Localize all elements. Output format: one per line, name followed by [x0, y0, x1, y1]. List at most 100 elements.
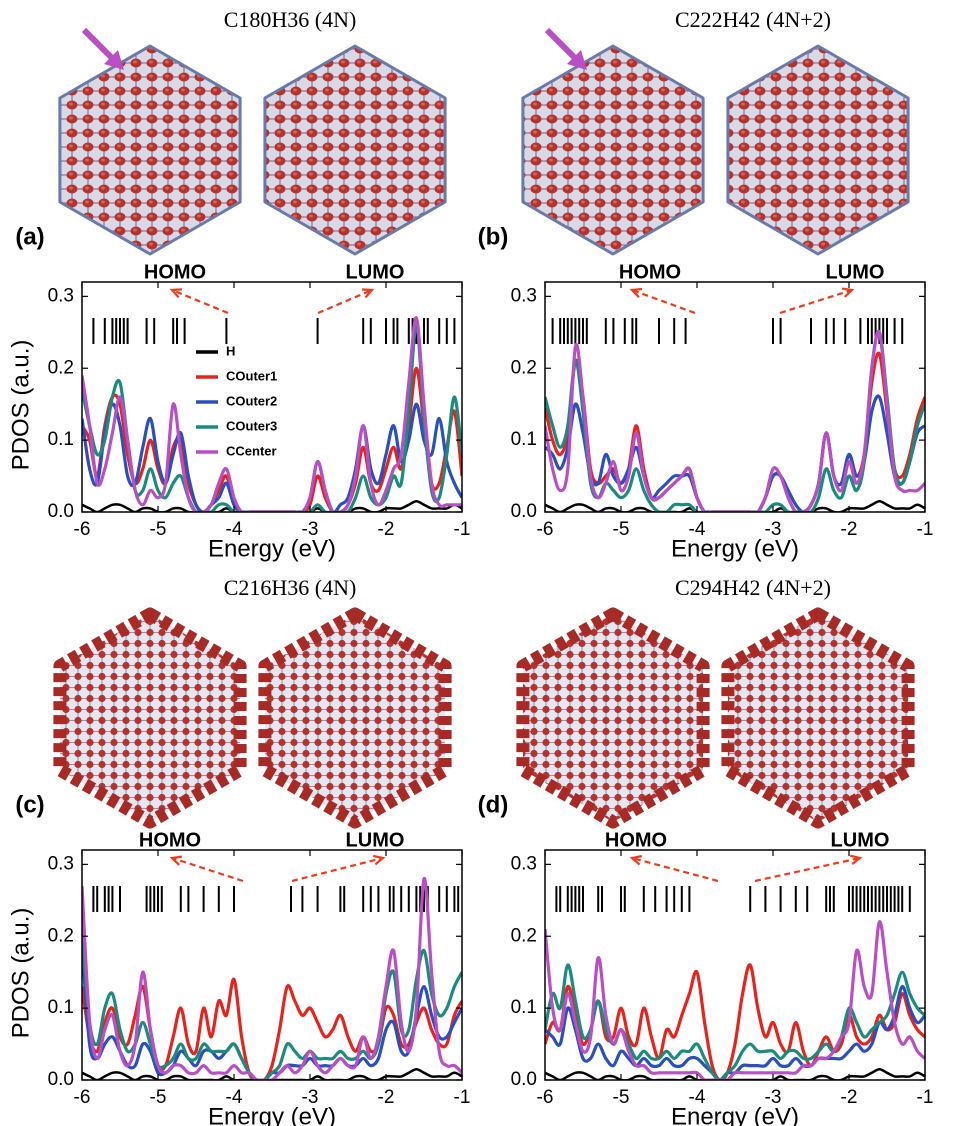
x-tick-label: -5 — [150, 519, 167, 540]
x-tick-label: -6 — [74, 519, 91, 540]
molecule — [53, 607, 247, 829]
homo-label: HOMO — [144, 261, 206, 283]
panel-title: C222H42 (4N+2) — [675, 7, 831, 32]
x-tick-label: -1 — [454, 1087, 471, 1108]
pointer-arrow — [544, 27, 582, 65]
x-tick-label: -3 — [302, 1087, 319, 1108]
level-arrow-head — [841, 287, 855, 298]
lumo-label: LUMO — [346, 261, 405, 283]
y-axis-label: PDOS (a.u.) — [7, 340, 34, 471]
y-tick-label: 0.3 — [511, 853, 537, 874]
x-tick-label: -6 — [537, 1087, 554, 1108]
plot-frame — [81, 281, 463, 513]
pdos-curve — [545, 963, 925, 1080]
pdos-curve — [82, 323, 462, 512]
x-tick-label: -3 — [302, 519, 319, 540]
y-tick-label: 0.0 — [48, 1069, 74, 1090]
level-arrow-head — [361, 288, 375, 299]
level-arrow — [754, 856, 861, 883]
level-arrow — [291, 856, 384, 883]
panel-label: (a) — [15, 223, 44, 250]
y-tick-label: 0.2 — [48, 925, 74, 946]
legend-label: COuter1 — [226, 368, 277, 383]
x-tick-label: -4 — [689, 1087, 706, 1108]
level-arrow — [171, 288, 229, 315]
legend-label: COuter2 — [226, 393, 277, 408]
x-tick-label: -1 — [917, 1087, 934, 1108]
molecule — [258, 607, 452, 829]
y-tick-label: 0.1 — [48, 429, 74, 450]
x-tick-label: -2 — [378, 1087, 395, 1108]
y-tick-label: 0.2 — [511, 925, 537, 946]
legend-label: CCenter — [226, 443, 277, 458]
x-axis-label: Energy (eV) — [208, 1103, 336, 1126]
homo-label: HOMO — [139, 829, 201, 851]
molecule — [726, 44, 910, 256]
panel-label: (c) — [15, 791, 44, 818]
pdos-curve — [545, 1067, 925, 1080]
y-tick-label: 0.2 — [48, 357, 74, 378]
panel-label: (d) — [478, 791, 509, 818]
pdos-curve — [545, 499, 925, 512]
level-arrow — [171, 856, 244, 883]
x-tick-label: -1 — [917, 519, 934, 540]
y-tick-label: 0.3 — [511, 285, 537, 306]
panel-title: C180H36 (4N) — [224, 7, 357, 32]
y-tick-label: 0.2 — [511, 357, 537, 378]
y-tick-label: 0.1 — [511, 997, 537, 1018]
x-tick-label: -4 — [226, 519, 243, 540]
x-axis-label: Energy (eV) — [671, 535, 799, 562]
y-tick-label: 0.1 — [511, 429, 537, 450]
pdos-curve — [82, 316, 462, 512]
pdos-curve — [82, 1067, 462, 1080]
y-tick-label: 0.0 — [48, 501, 74, 522]
pdos-curve — [82, 499, 462, 512]
panel-title: C294H42 (4N+2) — [675, 575, 831, 600]
y-tick-label: 0.0 — [511, 501, 537, 522]
y-tick-label: 0.1 — [48, 997, 74, 1018]
level-arrow — [317, 288, 373, 315]
x-tick-label: -6 — [537, 519, 554, 540]
x-axis-label: Energy (eV) — [671, 1103, 799, 1126]
x-tick-label: -2 — [841, 519, 858, 540]
y-tick-label: 0.3 — [48, 853, 74, 874]
plot-frame — [81, 849, 463, 1081]
level-arrow-head — [629, 855, 643, 866]
legend-label: COuter3 — [226, 418, 277, 433]
pdos-curve — [82, 366, 462, 512]
x-axis-label: Energy (eV) — [208, 535, 336, 562]
pdos-curve — [545, 963, 925, 1080]
pdos-curve — [545, 329, 925, 512]
level-arrow-head — [169, 855, 183, 866]
plot-frame — [544, 849, 926, 1081]
panel-label: (b) — [478, 223, 509, 250]
molecule — [263, 44, 447, 256]
homo-label: HOMO — [619, 261, 681, 283]
lumo-label: LUMO — [831, 829, 890, 851]
level-arrow-head — [850, 854, 863, 866]
x-tick-label: -4 — [226, 1087, 243, 1108]
lumo-label: LUMO — [346, 829, 405, 851]
lumo-label: LUMO — [826, 261, 885, 283]
legend-label: H — [226, 343, 235, 358]
pointer-arrow — [81, 27, 119, 65]
molecule — [58, 44, 242, 256]
level-arrow — [779, 288, 853, 315]
plot-frame — [544, 281, 926, 513]
pointer-arrow-head — [104, 50, 124, 70]
molecule — [516, 607, 710, 829]
x-tick-label: -3 — [765, 1087, 782, 1108]
x-tick-label: -5 — [613, 519, 630, 540]
level-arrow-head — [169, 288, 183, 299]
x-tick-label: -3 — [765, 519, 782, 540]
x-tick-label: -4 — [689, 519, 706, 540]
homo-label: HOMO — [605, 829, 667, 851]
level-arrow-head — [372, 854, 386, 866]
x-tick-label: -2 — [378, 519, 395, 540]
level-arrow — [631, 288, 696, 315]
pdos-curve — [82, 402, 462, 512]
y-tick-label: 0.3 — [48, 285, 74, 306]
x-tick-label: -6 — [74, 1087, 91, 1108]
x-tick-label: -1 — [454, 519, 471, 540]
